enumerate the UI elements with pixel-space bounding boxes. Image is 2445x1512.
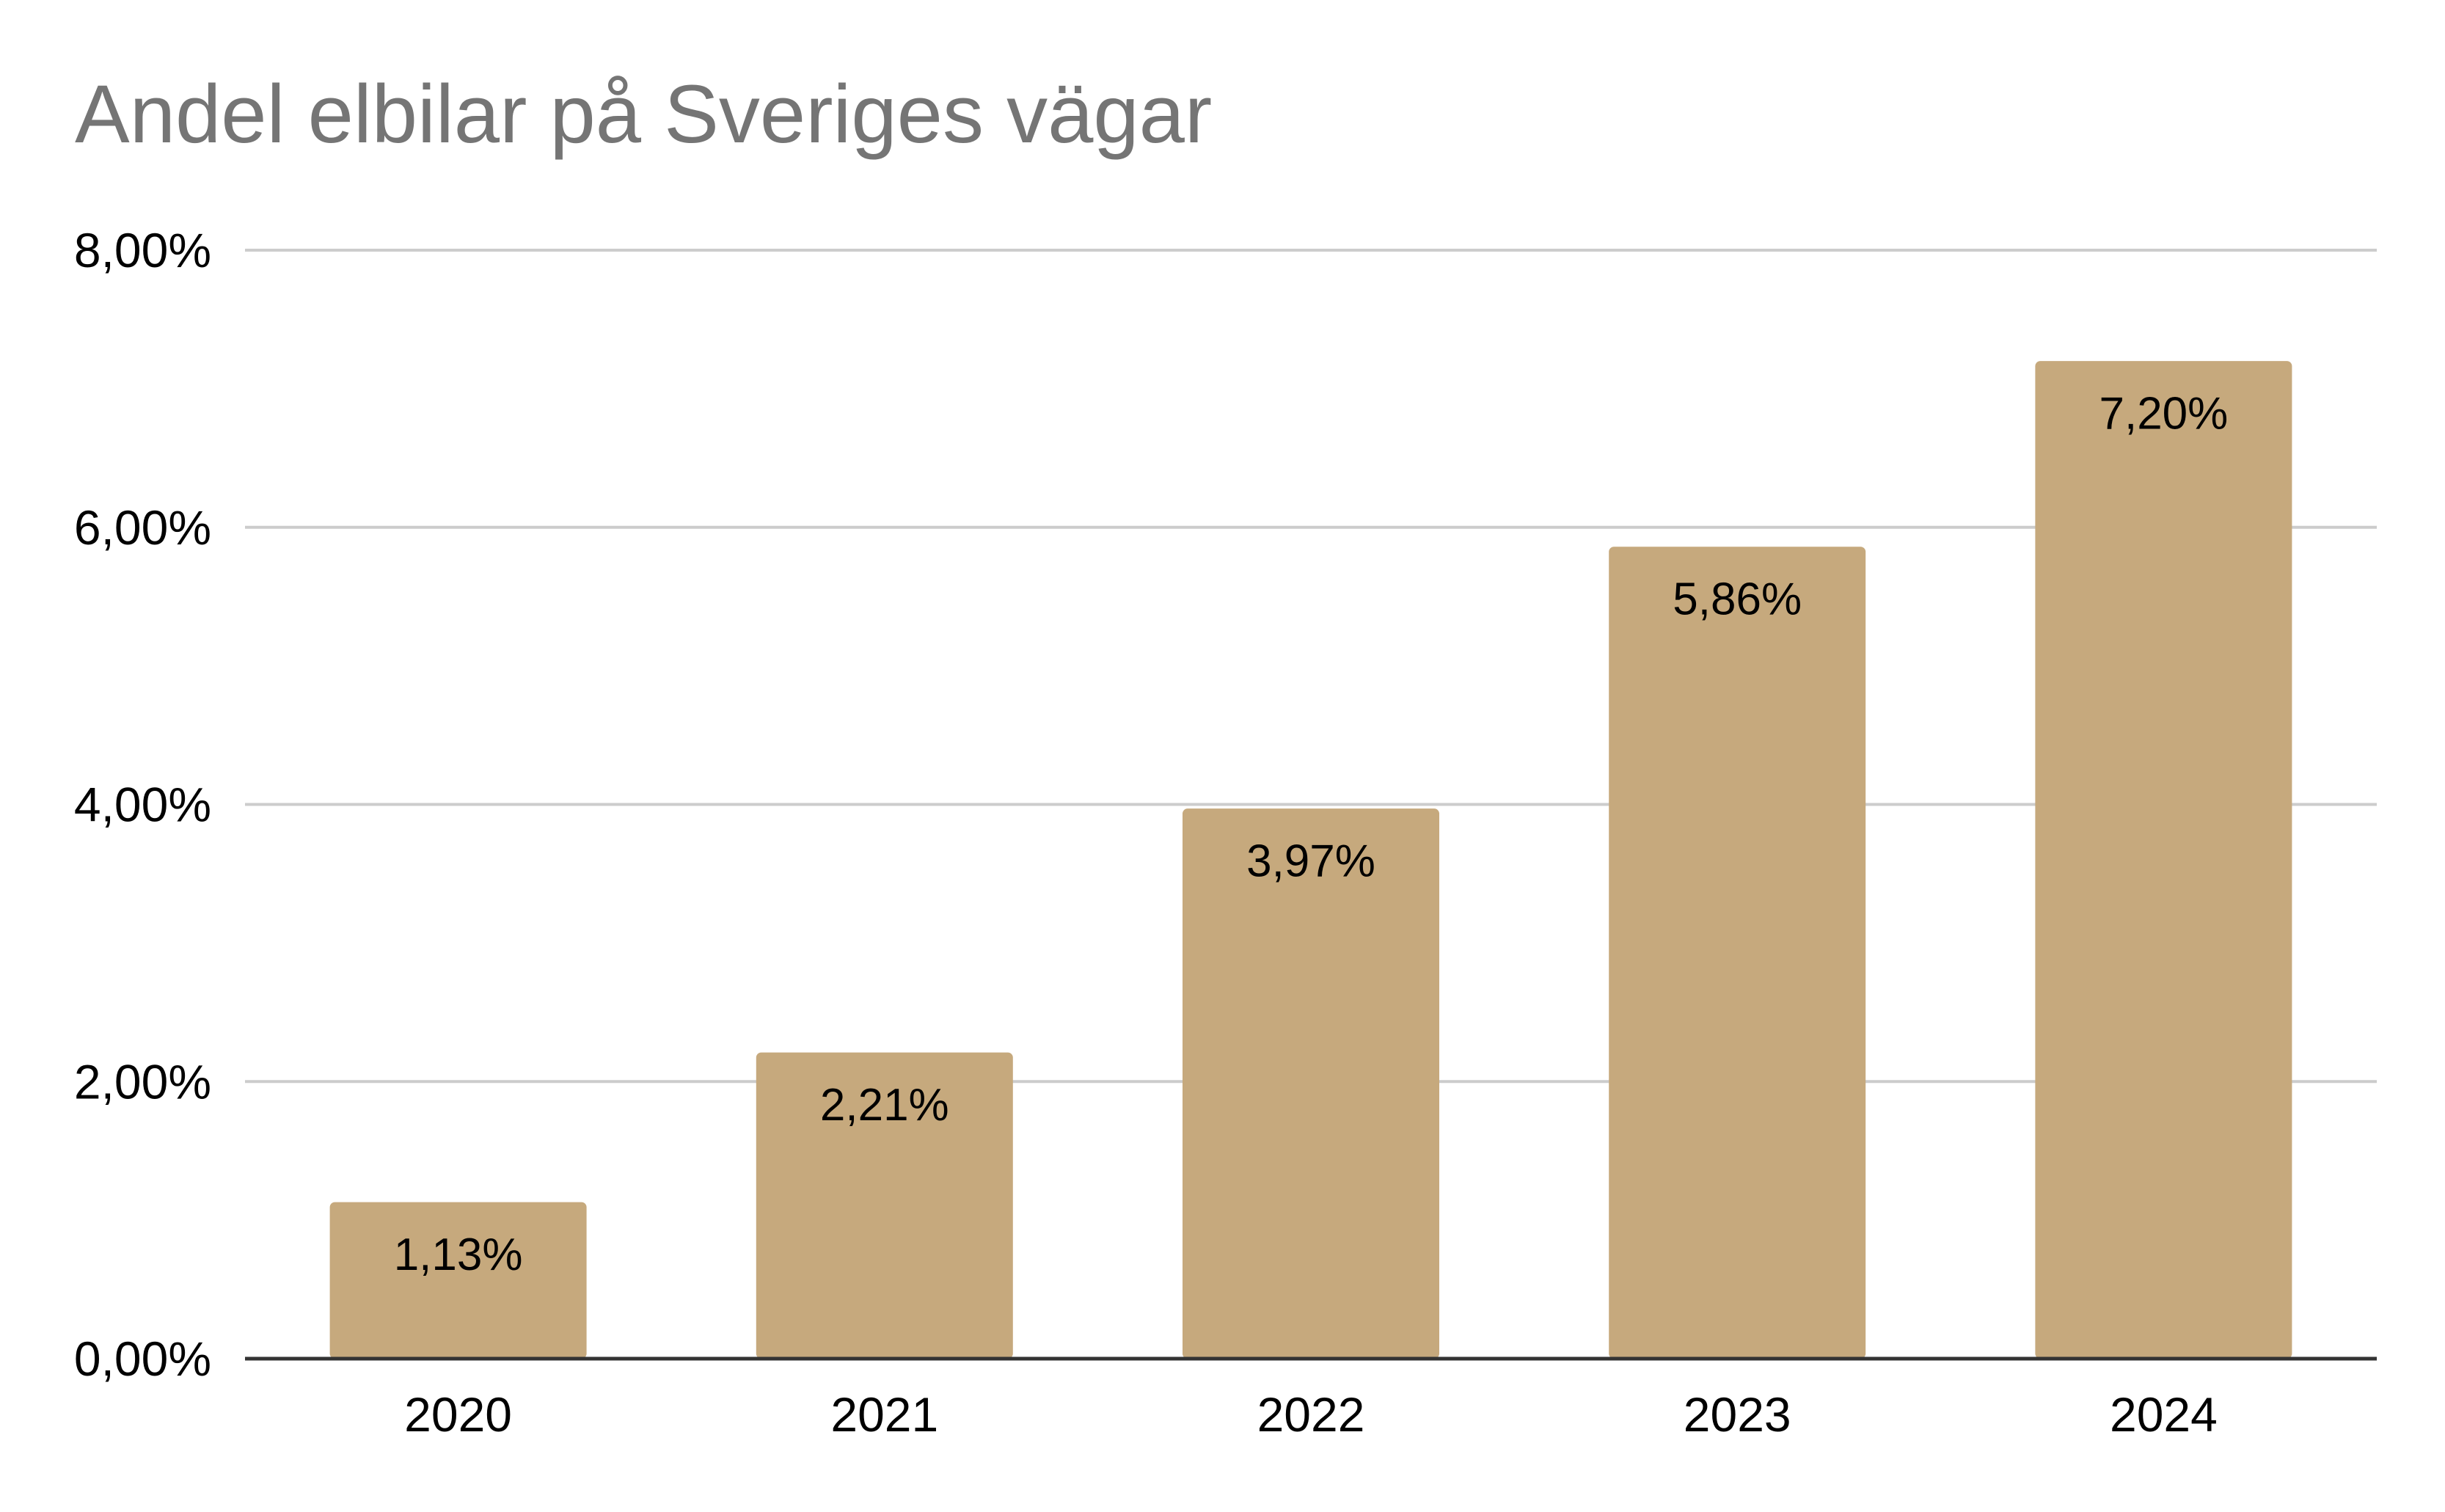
bars <box>329 361 2292 1359</box>
y-tick-label: 6,00% <box>74 500 211 555</box>
bar <box>2035 361 2292 1359</box>
bar <box>1609 547 1866 1359</box>
labels: 0,00% 2,00% 4,00% 6,00% 8,00% 1,13% 2020 2,21% 2… <box>74 223 2228 1442</box>
data-label: 5,86% <box>1673 574 1802 625</box>
y-tick-label: 0,00% <box>74 1332 211 1386</box>
x-tick-label: 2020 <box>404 1387 512 1442</box>
x-tick-label: 2023 <box>1684 1387 1791 1442</box>
x-tick-label: 2022 <box>1257 1387 1365 1442</box>
data-label: 7,20% <box>2099 389 2228 439</box>
data-label: 2,21% <box>820 1080 949 1131</box>
bar <box>329 1202 587 1359</box>
y-tick-label: 4,00% <box>74 778 211 832</box>
gridlines <box>245 249 2377 1084</box>
data-label: 1,13% <box>394 1230 523 1280</box>
bar <box>756 1052 1013 1359</box>
bar <box>1183 808 1439 1359</box>
chart-title: Andel elbilar på Sveriges vägar <box>75 68 1213 160</box>
y-tick-label: 2,00% <box>74 1054 211 1109</box>
x-tick-label: 2024 <box>2110 1387 2218 1442</box>
y-tick-label: 8,00% <box>74 223 211 277</box>
x-tick-label: 2021 <box>830 1387 938 1442</box>
data-label: 3,97% <box>1246 836 1375 887</box>
